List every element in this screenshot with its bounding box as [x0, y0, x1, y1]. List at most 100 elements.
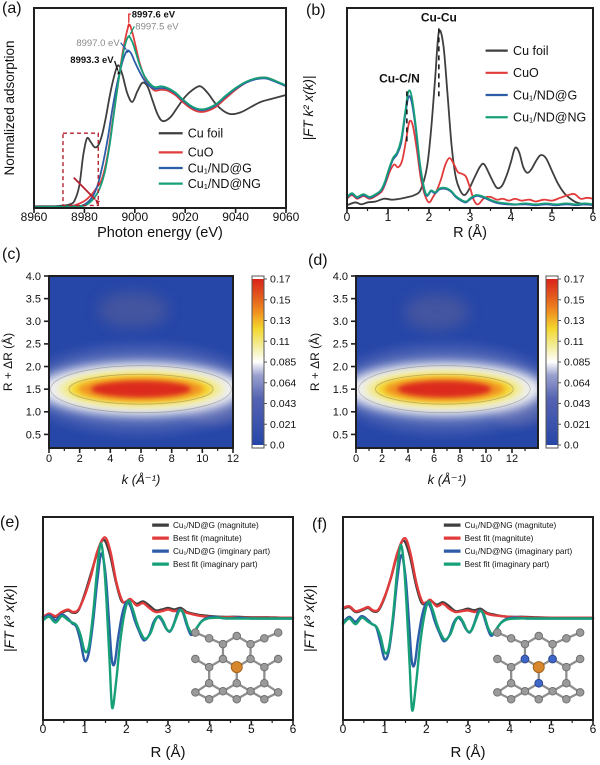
colorbar-tick-label: 0.15 — [564, 294, 585, 306]
x-tick-label: 6 — [431, 453, 437, 465]
legend-label: Cu foil — [513, 44, 548, 58]
panel-label-b: (b) — [306, 2, 326, 19]
atom-c — [260, 695, 269, 704]
x-tick-label: 12 — [227, 453, 239, 465]
y-axis-label: R + ΔR (Å) — [307, 333, 322, 391]
x-axis-label: Photon energy (eV) — [97, 225, 223, 240]
panel-label-a: (a) — [2, 0, 22, 17]
curves — [346, 29, 594, 207]
y-tick-label: 2.0 — [26, 361, 41, 373]
x-tick-label: 4 — [405, 453, 411, 465]
x-tick-label: 4 — [508, 210, 515, 224]
atom-c — [191, 628, 200, 637]
arrowhead-icon — [127, 34, 131, 39]
y-tick-label: 2.5 — [333, 339, 348, 351]
x-tick-label: 0 — [40, 722, 47, 736]
plot-frame — [33, 7, 287, 209]
atom-c — [548, 639, 557, 649]
panel-label-c: (c) — [2, 246, 21, 263]
y-tick-label: 0.5 — [333, 429, 348, 441]
x-axis: 0 2 4 6 8 10 12 — [46, 448, 239, 465]
legend-label: Best fit (imaginary part) — [173, 560, 258, 569]
atom-c — [204, 662, 214, 672]
atom-c — [520, 639, 530, 649]
legend-label: Cu₁/ND@G (magnitute) — [173, 521, 259, 530]
atom-c — [191, 654, 200, 664]
curve-cu-nd-ng — [346, 89, 594, 206]
x-tick-label: 12 — [506, 453, 518, 465]
chart-e: 0 1 2 3 4 5 6 R (Å) |FT k³ x(k)| Cu₁/ND@G (magnit… — [1, 516, 297, 761]
x-tick-label: 9000 — [121, 210, 148, 224]
arrowhead-icon — [127, 22, 131, 27]
chart-b: 0 1 2 3 4 5 6 R (Å) |FT k² x(k)| Cu foil CuO Cu₁/ND… — [301, 7, 597, 240]
annotation-text: 8997.6 eV — [132, 9, 176, 20]
annotation-text: Cu-C/N — [379, 72, 420, 86]
x-tick-label: 8 — [457, 453, 463, 465]
legend-label: Cu₁/ND@NG — [513, 111, 586, 125]
panel-a: (a) 8960 8980 9000 9020 9040 9060 Photon energ… — [0, 0, 300, 240]
atom-c — [246, 686, 255, 696]
x-tick-label: 6 — [290, 722, 297, 736]
x-axis: 0 2 4 6 8 10 12 — [353, 448, 526, 465]
legend-label: Cu₁/ND@G — [188, 161, 252, 175]
x-axis: 0 1 2 3 4 5 6 — [340, 720, 597, 736]
atom-c — [260, 662, 269, 672]
x-tick-label: 2 — [426, 210, 433, 224]
y-axis: 0.5 1.0 1.5 2.0 2.5 3.0 3.5 4.0 — [333, 271, 356, 441]
atom-c — [260, 634, 269, 643]
x-tick-label: 4 — [206, 722, 213, 736]
panel-label-e: (e) — [0, 514, 20, 531]
curves — [41, 536, 295, 710]
annotation-leader — [129, 26, 135, 35]
colorbar-tick-label: 0.043 — [270, 398, 296, 410]
atom-c — [534, 631, 544, 641]
x-tick-label: 9040 — [222, 210, 249, 224]
atom-c — [273, 654, 283, 664]
atom-c — [506, 634, 516, 643]
x-axis-label: R (Å) — [151, 744, 186, 761]
atom-c — [493, 654, 502, 664]
atom-c — [493, 688, 502, 697]
x-tick-label: 9060 — [273, 210, 300, 224]
atom-c — [246, 639, 255, 649]
legend-label: Cu₁/ND@G — [513, 88, 577, 102]
chart-d: 0 2 4 6 8 10 12 k (Å⁻¹) R + ΔR (Å) 0.5 1.0 1.5 2.0 2.… — [307, 271, 590, 487]
chart-f: 0 1 2 3 4 5 6 R (Å) |FT k³ x(k)| Cu₁/ND@NG (magni… — [301, 516, 597, 761]
arrowhead-icon — [95, 199, 101, 205]
x-tick-label: 0 — [344, 210, 351, 224]
atom-c — [218, 639, 228, 649]
colorbar-tick-label: 0.13 — [564, 315, 585, 327]
x-tick-label: 5 — [548, 722, 555, 736]
x-tick-label: 0 — [340, 722, 347, 736]
legend-label: Best fit (magnitute) — [173, 534, 242, 543]
atom-c — [204, 695, 214, 704]
colorbar-tick-label: 0.17 — [270, 274, 291, 286]
colorbar: 0.0 0.021 0.043 0.064 0.085 0.11 0.13 0.15 0.17 — [545, 274, 590, 452]
annotation-leader — [120, 42, 127, 50]
panel-d: (d) 0 2 4 6 8 10 12 k (Å⁻¹) R + ΔR (Å) 0.5 1.0 1.5 2… — [300, 240, 600, 500]
legend-label: Cu foil — [188, 127, 223, 141]
colorbar-tick-label: 0.11 — [564, 336, 584, 348]
annotations: Cu-Cu Cu-C/N — [379, 10, 457, 142]
colorbar-tick-label: 0.064 — [564, 377, 590, 389]
legend-label: Cu₁/ND@G (imginary part) — [173, 547, 270, 556]
atom-c — [575, 628, 585, 637]
atom-n — [548, 654, 557, 664]
atom-c — [273, 688, 283, 697]
atom-c — [204, 678, 214, 688]
atom-c — [273, 628, 283, 637]
x-tick-label: 1 — [385, 210, 392, 224]
annotation-text: Cu-Cu — [421, 10, 457, 24]
annotation-leader — [113, 60, 119, 71]
y-tick-label: 4.0 — [26, 271, 41, 283]
panel-label-d: (d) — [308, 252, 328, 269]
x-tick-label: 4 — [506, 722, 513, 736]
legend-label: CuO — [188, 146, 214, 160]
atom-c — [534, 695, 544, 704]
legend-label: Cu₁/ND@NG (imaginary part) — [465, 547, 573, 556]
curve-cu-foil — [33, 64, 287, 208]
x-tick-label: 5 — [549, 210, 556, 224]
y-tick-label: 0.5 — [26, 429, 41, 441]
annotation-text: 8997.5 eV — [135, 22, 179, 33]
atom-c — [260, 678, 269, 688]
